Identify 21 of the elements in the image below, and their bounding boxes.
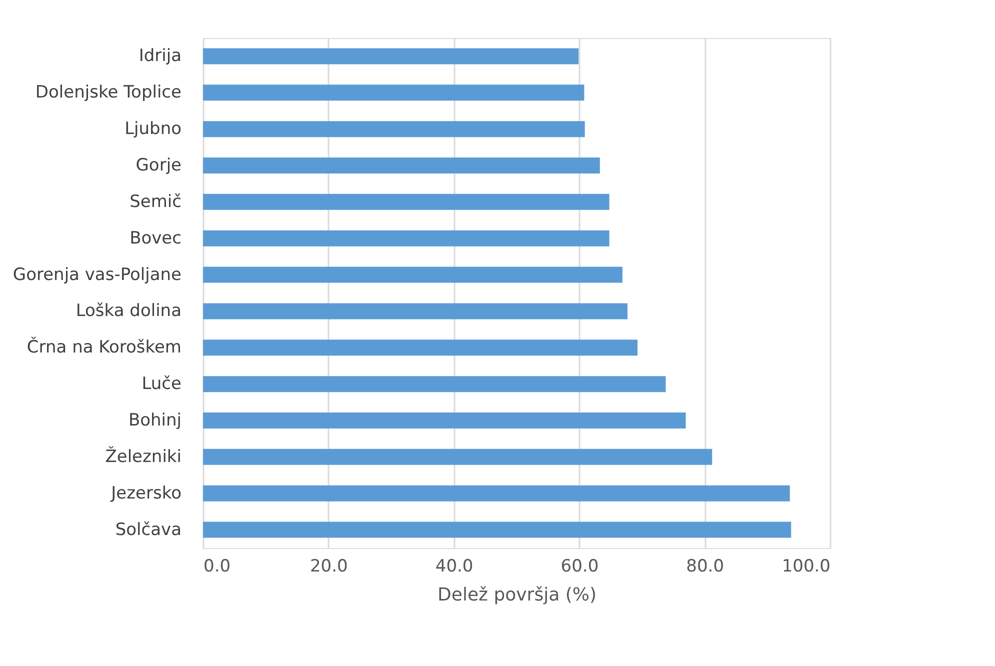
- x-tick-label: 60.0: [560, 556, 599, 576]
- y-tick-label: Loška dolina: [76, 301, 182, 322]
- y-tick-label: Jezersko: [110, 483, 182, 504]
- x-tick-label: 80.0: [686, 556, 724, 576]
- y-tick-label: Solčava: [115, 520, 182, 540]
- y-tick-label: Idrija: [138, 46, 182, 66]
- x-axis-title: Delež površja (%): [438, 584, 596, 606]
- y-tick-label: Dolenjske Toplice: [35, 82, 182, 103]
- y-tick-label: Bohinj: [128, 410, 182, 430]
- y-tick-label: Gorenja vas-Poljane: [12, 264, 182, 285]
- y-tick-label: Železniki: [105, 446, 182, 467]
- y-tick-label: Ljubno: [124, 119, 182, 140]
- y-tick-label: Semič: [130, 192, 182, 212]
- x-tick-label: 0.0: [204, 556, 231, 576]
- x-tick-label: 20.0: [310, 556, 348, 576]
- y-tick-label: Črna na Koroškem: [26, 336, 182, 358]
- y-tick-label: Bovec: [130, 228, 182, 248]
- x-tick-label: 100.0: [782, 556, 830, 576]
- x-tick-label: 40.0: [435, 556, 474, 576]
- y-tick-label: Gorje: [136, 156, 182, 176]
- y-tick-label: Luče: [142, 374, 182, 394]
